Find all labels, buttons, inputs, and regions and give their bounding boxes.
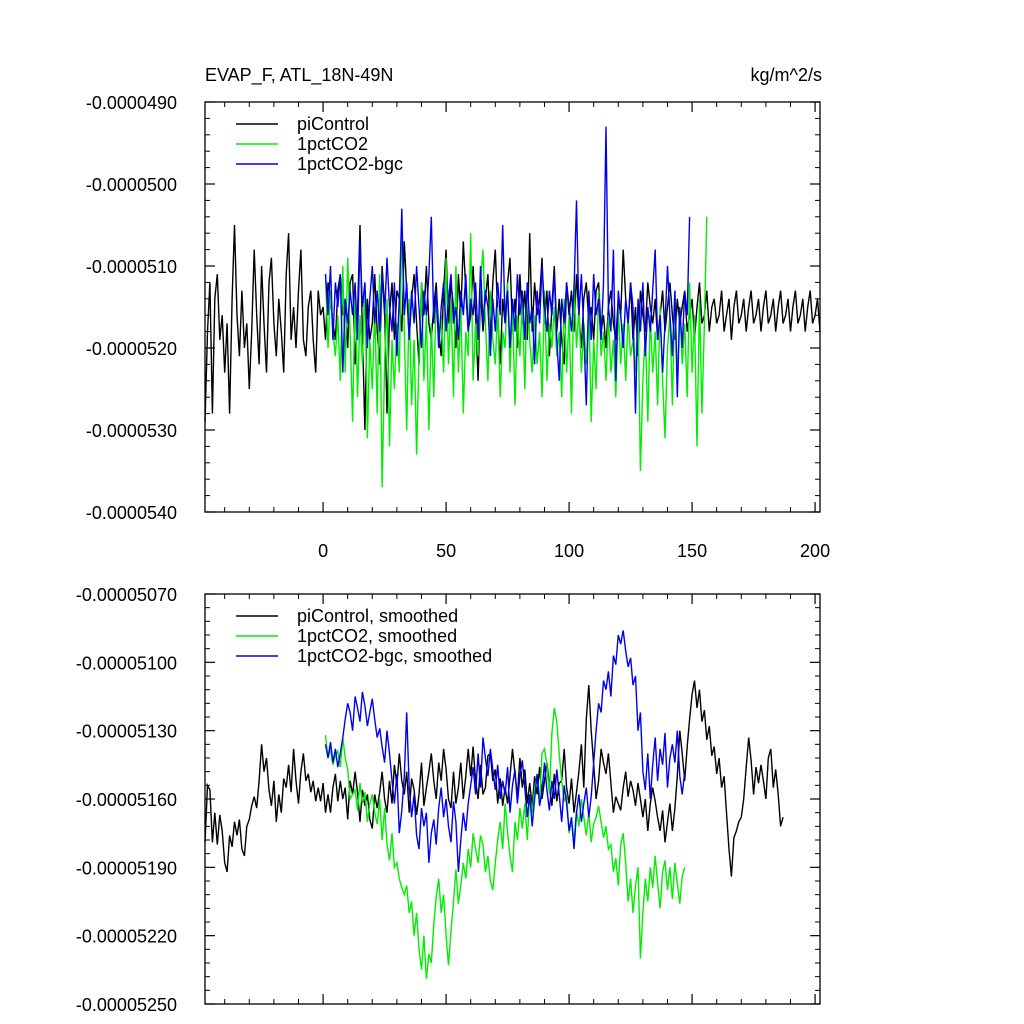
top-title-right: kg/m^2/s bbox=[751, 65, 822, 85]
x-tick-label: 100 bbox=[554, 541, 584, 561]
series-line-2 bbox=[324, 126, 691, 414]
x-tick-label: 50 bbox=[436, 541, 456, 561]
y-tick-label: -0.0000500 bbox=[86, 175, 177, 195]
bottom-plot-frame bbox=[204, 593, 821, 1005]
legend-label-2: 1pctCO2-bgc bbox=[297, 154, 403, 174]
y-tick-label: -0.00005130 bbox=[76, 722, 177, 742]
x-tick-label: 150 bbox=[677, 541, 707, 561]
y-tick-label: -0.0000490 bbox=[86, 93, 177, 113]
legend-label-1: 1pctCO2, smoothed bbox=[297, 626, 457, 646]
x-tick-label: 200 bbox=[800, 541, 830, 561]
legend-label-0: piControl, smoothed bbox=[297, 606, 458, 626]
y-tick-label: -0.0000520 bbox=[86, 339, 177, 359]
legend-label-1: 1pctCO2 bbox=[297, 134, 368, 154]
y-tick-label: -0.0000540 bbox=[86, 503, 177, 523]
y-tick-label: -0.0000510 bbox=[86, 257, 177, 277]
bottom-panel: -0.00005250 -0.00005220 -0.00005190 -0.0000… bbox=[76, 585, 821, 1015]
x-tick-label: 0 bbox=[318, 541, 328, 561]
y-tick-label: -0.0000530 bbox=[86, 421, 177, 441]
top-plot-frame bbox=[204, 101, 821, 513]
top-title-left: EVAP_F, ATL_18N-49N bbox=[205, 65, 393, 86]
legend-label-2: 1pctCO2-bgc, smoothed bbox=[297, 646, 492, 666]
top-panel: EVAP_F, ATL_18N-49N kg/m^2/s -0.0000540-… bbox=[86, 65, 830, 561]
series-line-2 bbox=[324, 630, 686, 872]
y-tick-label: -0.00005070 bbox=[76, 585, 177, 605]
y-tick-label: -0.00005220 bbox=[76, 927, 177, 947]
y-tick-label: -0.00005160 bbox=[76, 790, 177, 810]
bottom-series-group bbox=[204, 630, 784, 979]
top-series-group bbox=[204, 126, 821, 488]
series-line-1 bbox=[324, 216, 708, 488]
top-ticks-group: -0.0000540 -0.0000530 -0.0000520 -0.0000510… bbox=[86, 93, 830, 561]
legend-label-0: piControl bbox=[297, 114, 369, 134]
y-tick-label: -0.00005100 bbox=[76, 653, 177, 673]
series-line-1 bbox=[324, 707, 686, 979]
bottom-ticks-group: -0.00005250 -0.00005220 -0.00005190 -0.0000… bbox=[76, 585, 820, 1015]
y-tick-label: -0.00005250 bbox=[76, 995, 177, 1015]
y-tick-label: -0.00005190 bbox=[76, 858, 177, 878]
